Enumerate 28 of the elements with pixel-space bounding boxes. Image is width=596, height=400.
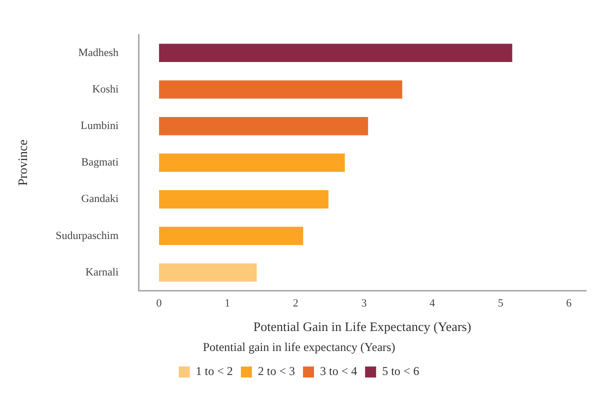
x-tick-label: 6 — [566, 297, 572, 310]
legend-label: 1 to < 2 — [196, 364, 233, 378]
y-tick-label: Karnali — [86, 266, 119, 278]
x-tick-label: 4 — [430, 297, 436, 310]
x-tick-label: 2 — [292, 297, 298, 310]
y-tick-label: Koshi — [92, 83, 119, 96]
bar — [159, 80, 402, 99]
bar — [159, 263, 257, 282]
y-tick-label: Bagmati — [81, 156, 119, 169]
bar — [159, 226, 304, 246]
x-tick-label: 1 — [224, 297, 230, 310]
bar — [159, 44, 512, 62]
y-tick-label: Madhesh — [78, 46, 120, 59]
legend-title: Potential gain in life expectancy (Years) — [202, 340, 396, 354]
x-axis-title: Potential Gain in Life Expectancy (Years) — [253, 319, 472, 334]
legend-label: 2 to < 3 — [258, 364, 296, 378]
y-tick-label: Gandaki — [81, 193, 119, 206]
y-tick-label: Sudurpaschim — [56, 230, 119, 242]
legend-label: 3 to < 4 — [320, 364, 358, 378]
legend-label: 5 to < 6 — [382, 364, 420, 378]
bar — [159, 154, 345, 172]
x-tick-label: 0 — [156, 297, 162, 310]
x-tick-label: 5 — [498, 297, 504, 310]
x-tick-label: 3 — [361, 297, 368, 310]
y-axis-title: Province — [15, 139, 30, 186]
bar — [159, 190, 328, 208]
y-tick-label: Lumbini — [80, 120, 119, 132]
bar — [159, 116, 368, 136]
